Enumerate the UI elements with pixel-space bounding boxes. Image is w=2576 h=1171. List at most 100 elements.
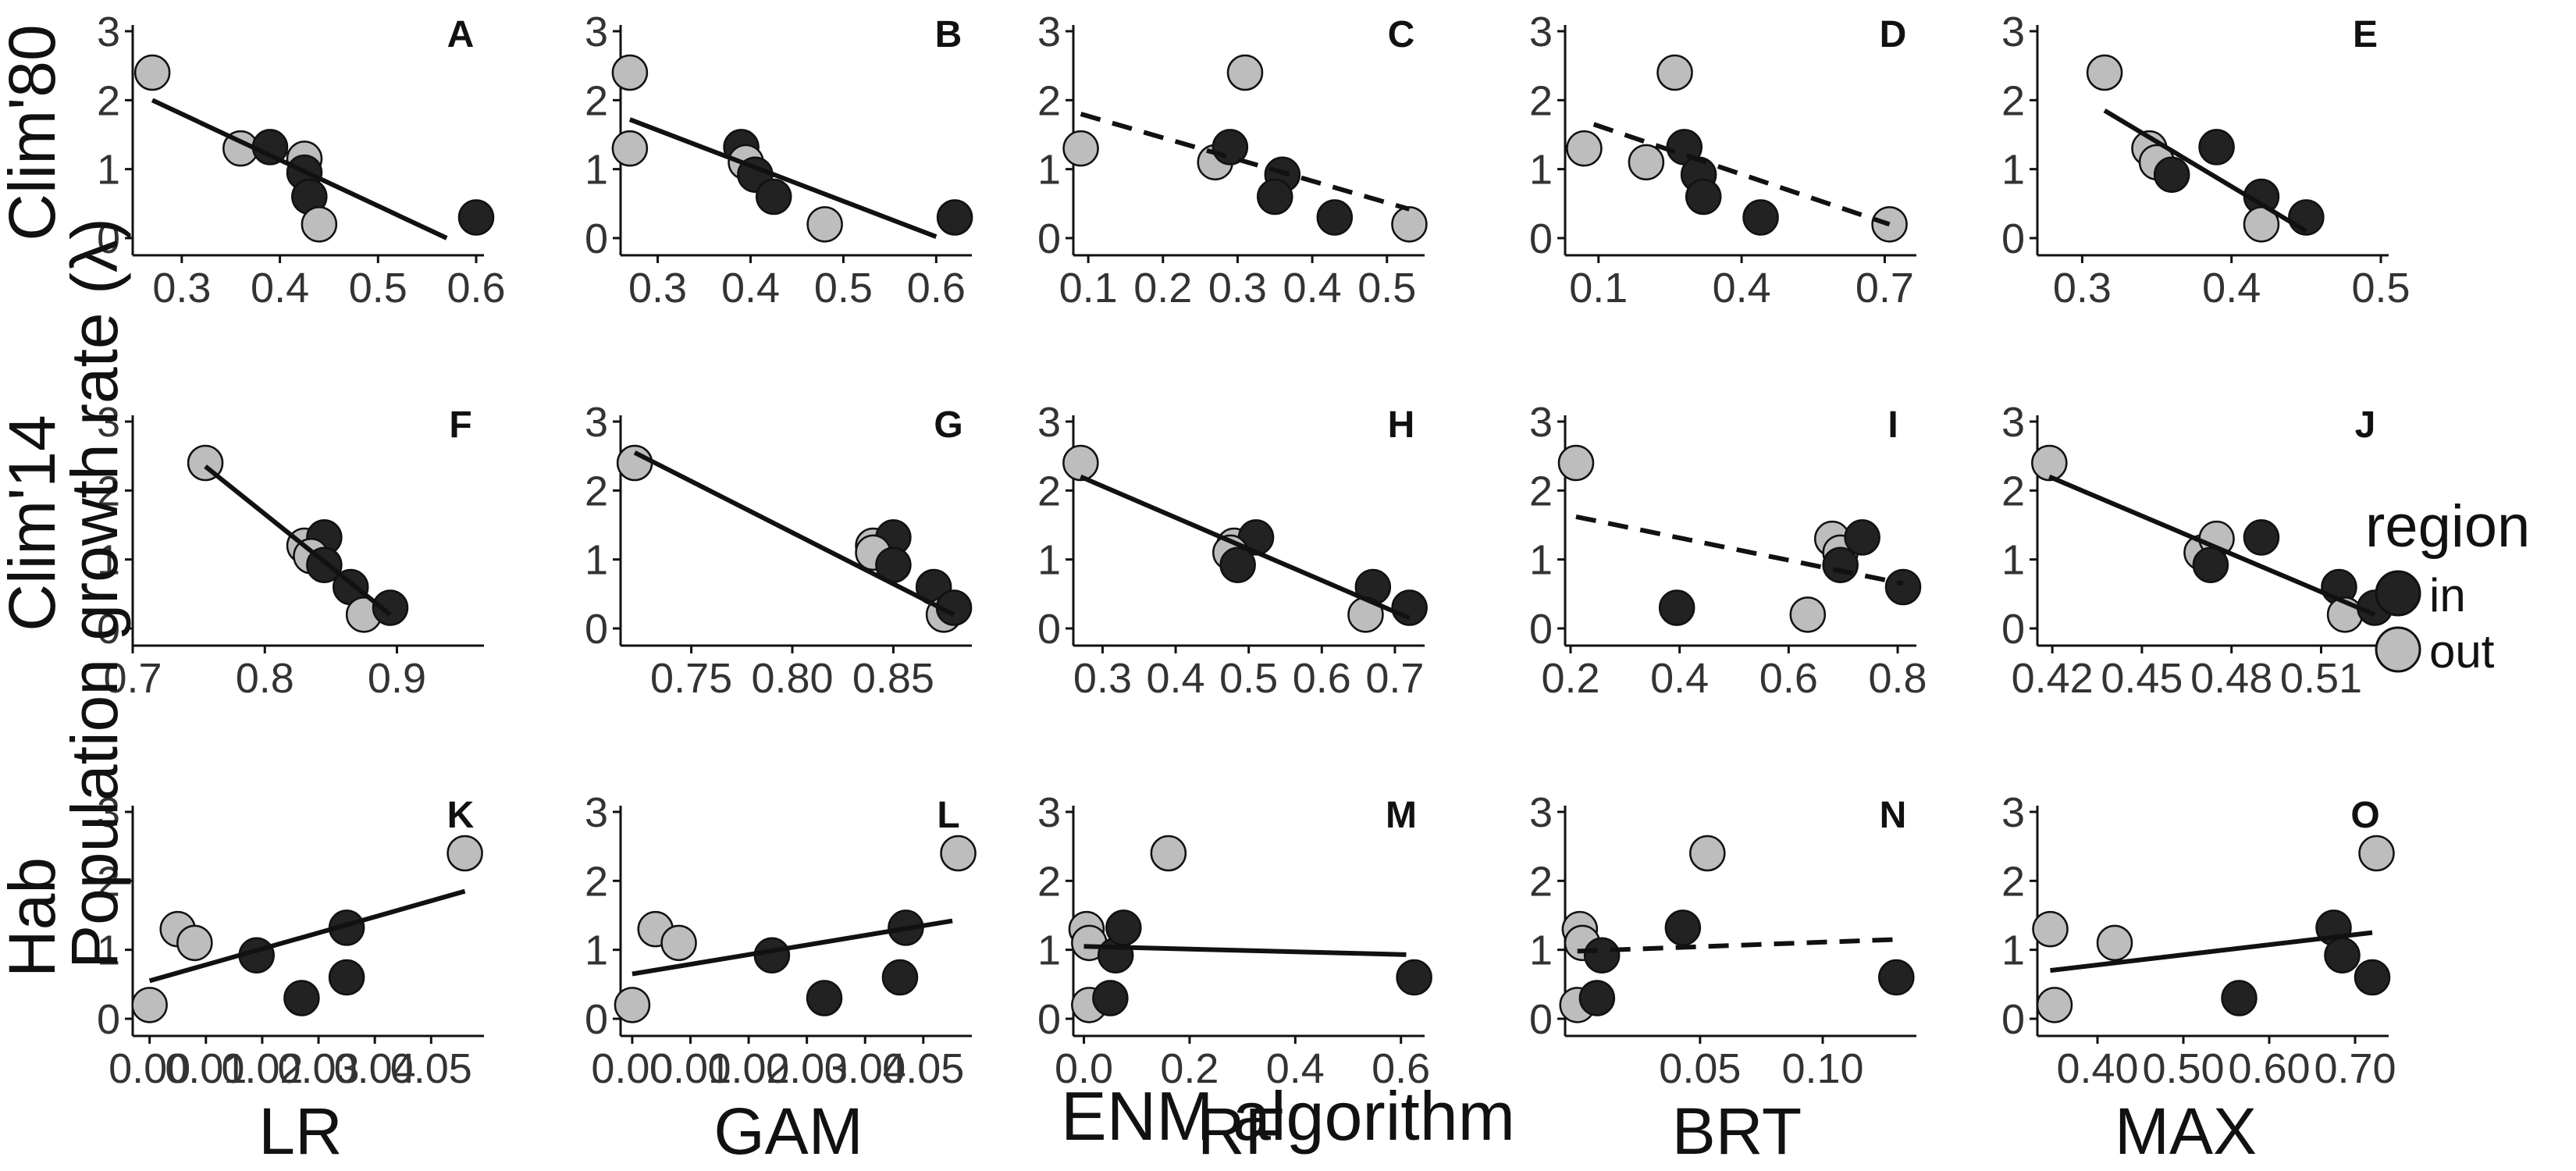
- x-tick-label: 0.8: [236, 655, 294, 702]
- x-tick-label: 0.01: [649, 1045, 731, 1092]
- y-tick-label: 0: [1529, 996, 1553, 1043]
- y-tick-label: 2: [2001, 468, 2025, 514]
- data-point-in: [1658, 589, 1695, 626]
- panel-letter: N: [1880, 795, 1907, 836]
- x-tick-label: 0.6: [907, 265, 966, 311]
- data-point-out: [806, 206, 843, 243]
- panel-letter: C: [1388, 14, 1415, 55]
- y-tick-label: 1: [2001, 537, 2025, 584]
- panel-j: 0 1 2 3 0.42 0.45 0.48 0.51 J: [2001, 399, 2393, 702]
- row-label-0: Clim'80: [0, 24, 69, 240]
- y-tick-label: 3: [2001, 9, 2025, 55]
- panel-letter: L: [937, 795, 959, 836]
- data-point-out: [1656, 54, 1693, 91]
- x-tick-label: 0.03: [766, 1045, 848, 1092]
- x-tick-label: 0.4: [251, 265, 309, 311]
- data-point-out: [2032, 910, 2069, 948]
- y-tick-label: 1: [2001, 147, 2025, 194]
- y-tick-label: 3: [97, 9, 120, 55]
- trend-line: [2050, 930, 2373, 973]
- y-tick-label: 1: [97, 537, 120, 584]
- data-point-out: [1689, 835, 1726, 872]
- x-tick-label: 0.4: [1266, 1045, 1325, 1092]
- panel-e: 0 1 2 3 0.3 0.4 0.5 E: [2001, 9, 2411, 311]
- x-tick-label: 0.05: [390, 1045, 472, 1092]
- trend-line: [2103, 109, 2307, 233]
- x-tick-label: 0.2: [1541, 655, 1599, 702]
- x-tick-label: 0.03: [277, 1045, 359, 1092]
- panel-letter: D: [1880, 14, 1907, 55]
- y-axis-title: Population growth rate (λ): [58, 218, 131, 969]
- legend-title: region: [2365, 493, 2530, 560]
- x-tick-label: 0.01: [165, 1045, 247, 1092]
- x-tick-label: 0.02: [221, 1045, 303, 1092]
- panel-o: 0 1 2 3 0.40 0.50 0.60 0.70 O: [2001, 789, 2396, 1092]
- y-tick-label: 1: [1037, 537, 1061, 584]
- y-tick-label: 0: [97, 215, 120, 262]
- trend-line: [633, 450, 955, 618]
- panel-l: 0 1 2 3 0.000.010.020.030.040.05 L: [585, 789, 977, 1092]
- panel-letter: I: [1888, 404, 1898, 446]
- y-tick-label: 1: [2001, 927, 2025, 974]
- data-point-out: [301, 206, 338, 243]
- data-point-out: [1062, 444, 1099, 482]
- y-tick-label: 2: [1529, 858, 1553, 905]
- legend-label-in: in: [2429, 569, 2466, 621]
- x-tick-label: 0.40: [2056, 1045, 2138, 1092]
- panel-f: 0 1 2 3 0.7 0.8 0.9 F: [97, 399, 484, 702]
- data-point-in: [2221, 980, 2258, 1016]
- x-tick-label: 0.3: [152, 265, 211, 311]
- trend-line: [1083, 944, 1407, 957]
- column-label-max: MAX: [2115, 1094, 2257, 1168]
- y-tick-label: 0: [1037, 606, 1061, 653]
- y-tick-label: 0: [2001, 996, 2025, 1043]
- column-label-rf: RF: [1197, 1094, 1285, 1168]
- data-point-out: [176, 924, 213, 962]
- y-tick-label: 1: [1529, 927, 1553, 974]
- data-point-out: [1062, 130, 1099, 167]
- data-point-in: [1316, 199, 1354, 236]
- x-tick-label: 0.5: [2351, 265, 2410, 311]
- x-tick-label: 0.00: [109, 1045, 190, 1092]
- legend-key-out: [2375, 626, 2421, 673]
- y-tick-label: 2: [2001, 858, 2025, 905]
- data-point-out: [2086, 54, 2123, 91]
- legend-key-in: [2375, 570, 2421, 617]
- x-tick-label: 0.85: [852, 655, 934, 702]
- y-tick-label: 1: [1037, 927, 1061, 974]
- y-tick-label: 1: [585, 147, 608, 194]
- data-point-out: [940, 835, 977, 872]
- data-point-in: [2354, 959, 2391, 996]
- panel-g: 0 1 2 3 0.75 0.80 0.85 G: [585, 399, 973, 702]
- y-tick-label: 0: [2001, 606, 2025, 653]
- x-tick-label: 0.7: [1856, 265, 1914, 311]
- x-tick-label: 0.3: [1208, 265, 1267, 311]
- y-tick-label: 3: [585, 789, 608, 836]
- y-tick-label: 3: [585, 9, 608, 55]
- data-point-in: [753, 937, 791, 973]
- y-tick-label: 2: [97, 77, 120, 124]
- x-tick-label: 0.4: [1650, 655, 1709, 702]
- data-point-in: [1092, 980, 1129, 1016]
- data-point-out: [2243, 206, 2280, 243]
- y-tick-label: 1: [1529, 537, 1553, 584]
- x-tick-label: 0.6: [1293, 655, 1351, 702]
- y-tick-label: 1: [1037, 147, 1061, 194]
- data-point-out: [1557, 444, 1595, 482]
- y-tick-label: 2: [585, 77, 608, 124]
- legend: region in out: [2365, 493, 2530, 678]
- data-point-in: [2243, 519, 2280, 556]
- data-point-in: [372, 589, 409, 626]
- x-tick-label: 0.4: [1713, 265, 1771, 311]
- x-tick-label: 0.7: [1365, 655, 1424, 702]
- data-point-out: [1628, 144, 1665, 181]
- data-point-in: [1391, 589, 1428, 626]
- panel-letter: G: [934, 404, 962, 446]
- x-tick-label: 0.8: [1868, 655, 1927, 702]
- panel-letter: M: [1386, 795, 1417, 836]
- x-tick-label: 0.4: [1283, 265, 1342, 311]
- data-point-in: [1685, 178, 1722, 215]
- panel-letter: J: [2355, 404, 2376, 446]
- data-point-out: [611, 54, 649, 91]
